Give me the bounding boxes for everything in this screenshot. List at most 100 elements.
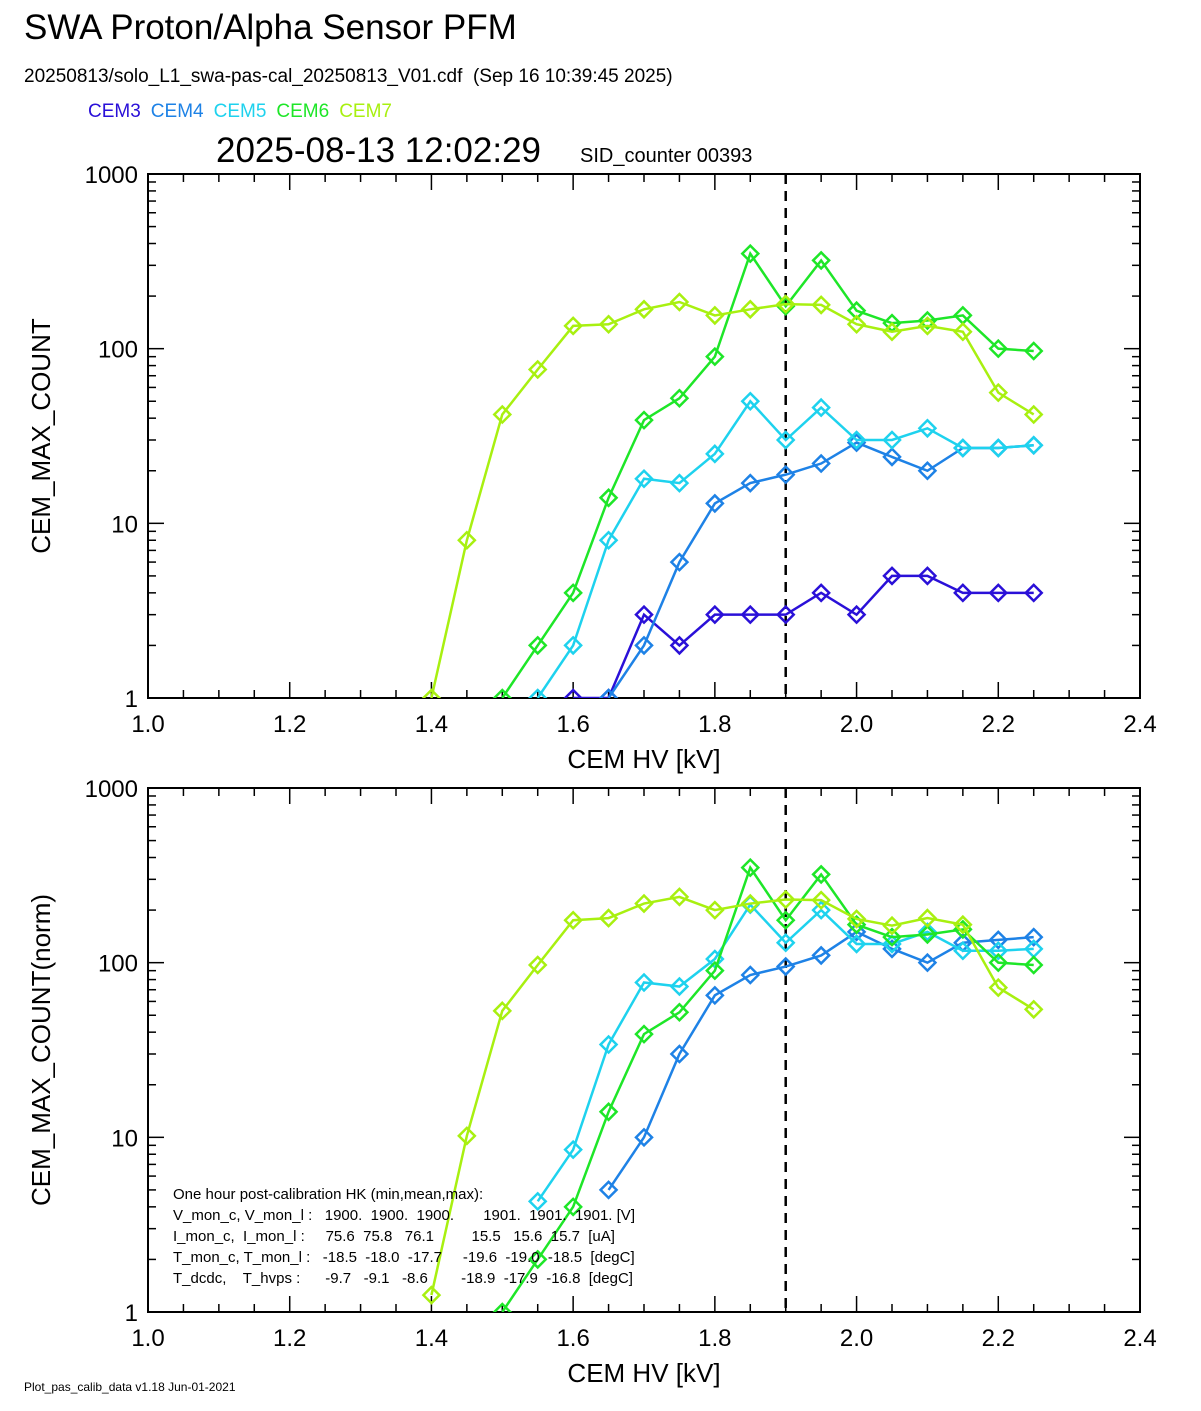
data-point	[1023, 999, 1044, 1020]
data-point	[775, 294, 796, 314]
data-point	[669, 1002, 690, 1023]
data-point	[598, 688, 619, 698]
data-point	[598, 530, 619, 551]
data-point	[634, 410, 654, 430]
data-point	[917, 460, 938, 481]
y-tick-label: 10	[111, 511, 138, 538]
data-point	[846, 604, 867, 625]
x-tick-label: 2.2	[982, 711, 1015, 738]
hk-title: One hour post-calibration HK (min,mean,m…	[173, 1186, 483, 1203]
x-tick-label: 1.4	[415, 711, 448, 738]
data-point	[740, 473, 761, 493]
hk-line: I_mon_c, I_mon_l : 75.6 75.8 76.1 15.5 1…	[173, 1228, 615, 1245]
data-point	[527, 359, 548, 380]
data-point	[775, 464, 796, 485]
data-point	[598, 488, 619, 508]
series-line	[536, 399, 1034, 698]
data-point	[811, 945, 831, 966]
data-point	[882, 447, 902, 467]
x-tick-label: 1.2	[273, 1325, 306, 1352]
y-tick-label: 1	[125, 686, 138, 713]
hk-summary: One hour post-calibration HK (min,mean,m…	[173, 1186, 635, 1287]
y-tick-label: 10	[111, 1125, 138, 1152]
x-tick-label: 1.0	[131, 711, 164, 738]
data-point	[953, 583, 973, 603]
data-point	[917, 922, 938, 942]
data-point	[1023, 404, 1044, 425]
data-point	[917, 316, 938, 336]
x-tick-label: 1.0	[131, 1325, 164, 1352]
data-point	[527, 1249, 548, 1270]
data-point	[846, 922, 867, 942]
series-cem7	[421, 292, 1044, 698]
data-point	[846, 909, 867, 929]
data-point	[882, 566, 902, 586]
series-line	[501, 250, 1034, 698]
data-point	[598, 314, 619, 335]
data-point	[563, 316, 583, 336]
data-point	[563, 910, 583, 930]
data-point	[492, 1302, 513, 1312]
sid-counter: SID_counter 00393	[580, 145, 753, 167]
series-line	[430, 300, 1035, 698]
data-point	[634, 635, 654, 656]
data-point	[740, 391, 761, 412]
x-tick-label: 2.0	[840, 711, 873, 738]
data-point	[811, 453, 831, 474]
series-cem4	[598, 922, 1044, 1200]
data-point	[634, 299, 654, 320]
data-point	[882, 430, 902, 450]
data-point	[705, 900, 725, 920]
chart-panel-1: 1.0 1.2 1.4 1.6 1.8 2.0 2.2 2.4 1 10 100 1000 CEM HV…	[26, 162, 1157, 774]
data-point	[1023, 955, 1044, 975]
hk-line: V_mon_c, V_mon_l : 1900. 1900. 1900. 190…	[173, 1207, 635, 1224]
data-point	[846, 300, 867, 321]
data-point	[740, 604, 761, 625]
data-point	[1023, 583, 1044, 603]
legend-entry-cem6: CEM6	[276, 101, 330, 122]
data-point	[917, 908, 938, 928]
data-point	[421, 688, 442, 698]
data-point	[953, 438, 973, 458]
data-point	[811, 900, 831, 920]
data-point	[811, 583, 831, 603]
series-cem6	[492, 857, 1044, 1312]
y-axis-title: CEM_MAX_COUNT(norm)	[26, 894, 56, 1206]
data-point	[527, 635, 548, 656]
data-point	[811, 250, 831, 271]
data-point	[811, 890, 831, 910]
series-cem5	[527, 391, 1044, 698]
data-point	[846, 430, 867, 450]
data-point	[669, 887, 690, 907]
series-cem6	[492, 243, 1044, 698]
data-point	[457, 1126, 477, 1146]
data-point	[917, 924, 938, 945]
data-point	[846, 314, 867, 335]
y-tick-label: 1000	[85, 162, 138, 189]
series-cem4	[598, 432, 1044, 698]
data-point	[705, 604, 725, 625]
data-point	[917, 566, 938, 586]
data-point	[846, 934, 867, 954]
data-point	[669, 635, 690, 656]
x-axis-title: CEM HV [kV]	[567, 744, 720, 774]
footer-version: Plot_pas_calib_data v1.18 Jun-01-2021	[24, 1380, 236, 1394]
data-point	[634, 468, 654, 489]
data-point	[775, 430, 796, 450]
x-axis-title: CEM HV [kV]	[567, 1358, 720, 1388]
data-point	[598, 1034, 619, 1055]
data-point	[669, 388, 690, 409]
data-point	[1023, 435, 1044, 455]
data-point	[457, 530, 477, 551]
x-tick-label: 1.8	[698, 711, 731, 738]
y-tick-label: 100	[98, 337, 138, 364]
hk-line: T_mon_c, T_mon_l : -18.5 -18.0 -17.7 -19…	[173, 1249, 635, 1266]
data-point	[811, 397, 831, 418]
data-point	[527, 688, 548, 698]
data-point	[634, 893, 654, 914]
data-point	[953, 914, 973, 935]
legend-entry-cem3: CEM3	[88, 101, 141, 122]
data-point	[705, 960, 725, 981]
data-point	[740, 299, 761, 320]
data-point	[953, 940, 973, 961]
